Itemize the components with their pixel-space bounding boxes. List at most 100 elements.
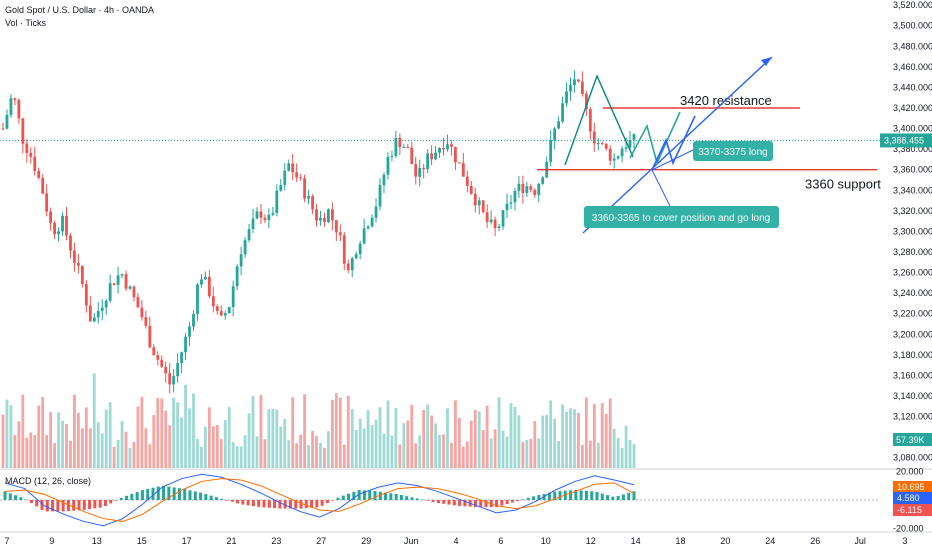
candle-body bbox=[112, 283, 116, 285]
price-tick-label: 3,140.000 bbox=[893, 391, 932, 401]
macd-histogram-bar bbox=[547, 492, 551, 500]
candle-body bbox=[406, 147, 410, 149]
macd-histogram-bar bbox=[146, 488, 150, 500]
candle-body bbox=[505, 203, 509, 211]
volume-bar bbox=[255, 436, 259, 468]
time-tick-label: Jul bbox=[854, 536, 866, 546]
volume-bar bbox=[577, 412, 580, 468]
macd-histogram-bar bbox=[341, 495, 345, 500]
macd-histogram-bar bbox=[574, 490, 578, 500]
macd-histogram-bar bbox=[51, 500, 55, 512]
peak-path bbox=[564, 74, 634, 166]
candle-body bbox=[620, 148, 624, 157]
macd-histogram-bar bbox=[421, 499, 425, 501]
macd-histogram-bar bbox=[331, 500, 335, 501]
volume-bar bbox=[414, 443, 418, 468]
hist-value-badge bbox=[893, 504, 932, 516]
macd-histogram-bar bbox=[109, 500, 113, 504]
volume-bar bbox=[537, 438, 541, 468]
volume-bar bbox=[505, 436, 509, 468]
macd-histogram-bar bbox=[505, 500, 509, 505]
macd-histogram-bar bbox=[29, 500, 33, 504]
volume-bar bbox=[473, 409, 477, 468]
macd-histogram-bar bbox=[389, 493, 393, 500]
volume-bars bbox=[1, 373, 636, 468]
volume-bar bbox=[501, 430, 505, 468]
volume-bar bbox=[461, 446, 465, 468]
candle-body bbox=[49, 211, 53, 223]
candle-body bbox=[84, 284, 88, 306]
macd-histogram-bar bbox=[310, 500, 314, 508]
volume-bar bbox=[53, 443, 56, 468]
volume-bar bbox=[529, 438, 533, 468]
candle-body bbox=[521, 183, 525, 194]
volume-bar bbox=[624, 425, 628, 468]
volume-bar bbox=[172, 397, 176, 468]
volume-bar bbox=[120, 421, 124, 468]
candle-body bbox=[108, 283, 112, 301]
candle-body bbox=[211, 296, 215, 307]
candle-body bbox=[592, 131, 596, 144]
price-tick-label: 3,400.000 bbox=[893, 124, 932, 134]
candle-body bbox=[271, 212, 275, 215]
candle-body bbox=[596, 143, 600, 145]
macd-histogram-bar bbox=[214, 497, 218, 500]
level-lines bbox=[0, 107, 880, 171]
macd-line bbox=[4, 473, 635, 527]
macd-histogram-bar bbox=[66, 500, 70, 512]
candle-body bbox=[549, 139, 553, 162]
price-tick-label: 3,180.000 bbox=[893, 350, 932, 360]
macd-histogram-bar bbox=[151, 487, 155, 500]
macd-histogram-bar bbox=[595, 492, 599, 500]
time-tick-label: 12 bbox=[586, 536, 596, 546]
candle-body bbox=[148, 325, 152, 348]
time-tick-label: 14 bbox=[631, 536, 641, 546]
callout-cover-text: 3360-3365 to cover position and go long bbox=[592, 213, 770, 224]
candle-body bbox=[132, 286, 136, 298]
price-tick-label: 3,160.000 bbox=[893, 370, 932, 380]
candle-body bbox=[180, 352, 183, 364]
candle-body bbox=[192, 313, 195, 327]
price-tick-label: 3,080.000 bbox=[893, 453, 932, 463]
macd-histogram-bar bbox=[632, 491, 636, 500]
macd-histogram-bar bbox=[436, 500, 440, 504]
volume-bar bbox=[41, 397, 45, 468]
volume-bar bbox=[382, 433, 386, 468]
candle-body bbox=[497, 226, 501, 229]
macd-tick-label: -20.000 bbox=[893, 524, 924, 534]
candle-body bbox=[446, 144, 449, 150]
volume-bar bbox=[620, 447, 624, 468]
macd-histogram-bar bbox=[40, 500, 44, 510]
volume-bar bbox=[180, 417, 183, 468]
price-axis: 3,520.000 3,500.000 3,480.000 3,460.000 3,44… bbox=[880, 0, 932, 534]
volume-bar bbox=[446, 408, 449, 468]
candle-body bbox=[231, 286, 235, 308]
macd-histogram-bar bbox=[410, 497, 414, 500]
volume-bar bbox=[259, 394, 263, 468]
candle-body bbox=[489, 219, 493, 223]
macd-histogram-bar bbox=[368, 490, 372, 500]
volume-bar bbox=[549, 400, 553, 468]
macd-histogram-bar bbox=[236, 500, 240, 504]
volume-bar bbox=[323, 447, 326, 468]
volume-bar bbox=[311, 431, 314, 468]
candle-body bbox=[227, 307, 231, 314]
candle-body bbox=[430, 153, 434, 160]
macd-histogram-bar bbox=[162, 485, 166, 500]
volume-bar bbox=[398, 444, 402, 468]
volume-bar bbox=[410, 404, 414, 468]
forecast-zigzag bbox=[629, 111, 681, 166]
time-tick-label: 7 bbox=[4, 536, 9, 546]
macd-histogram-bar bbox=[8, 493, 12, 500]
time-tick-label: 6 bbox=[498, 536, 503, 546]
candle-body bbox=[311, 195, 314, 210]
macd-histogram-bar bbox=[405, 496, 409, 500]
macd-histogram-bar bbox=[278, 500, 282, 509]
volume-bar bbox=[283, 419, 287, 468]
volume-bar bbox=[108, 402, 112, 468]
candle-body bbox=[61, 215, 64, 232]
hist-value-label: -6.115 bbox=[897, 505, 922, 515]
candle-body bbox=[196, 284, 199, 314]
